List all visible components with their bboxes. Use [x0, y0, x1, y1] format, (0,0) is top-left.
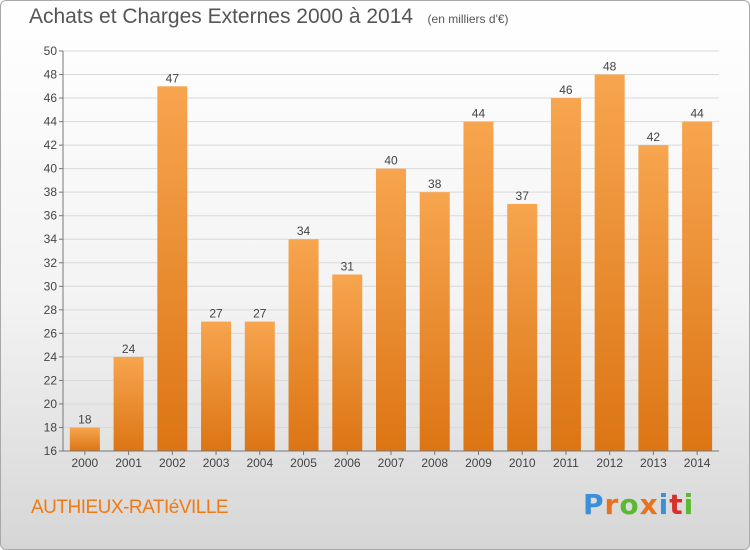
x-axis: 2000 2001 2002 2003 2004 2005 2006 2007 2008 2009…: [63, 450, 719, 470]
x-tick-label: 2000: [72, 456, 99, 470]
commune-name: AUTHIEUX-RATIéVILLE: [31, 497, 229, 518]
logo-letter: i: [683, 488, 695, 521]
bar: [157, 86, 188, 451]
x-tick-label: 2011: [553, 456, 579, 470]
bar: [288, 239, 319, 451]
chart-header: Achats et Charges Externes 2000 à 2014 (…: [29, 5, 509, 29]
proxiti-logo[interactable]: Proxiti: [583, 488, 694, 521]
y-tick-label: 26: [44, 326, 58, 340]
bar: [244, 321, 275, 451]
logo-letter: o: [619, 488, 640, 521]
x-tick-label: 2007: [378, 456, 405, 470]
chart-unit: (en milliers d'€): [427, 12, 509, 26]
x-tick-label: 2003: [203, 456, 230, 470]
bar: [201, 321, 232, 451]
value-labels: 18 24 47 27 27 34 31 40 38 44 37 46 48 42 44: [78, 60, 704, 427]
y-tick-label: 16: [44, 444, 58, 458]
bar-value-label: 31: [341, 260, 355, 274]
x-tick-label: 2006: [334, 456, 361, 470]
bar-value-label: 40: [384, 154, 398, 168]
bar-value-label: 42: [647, 130, 661, 144]
y-tick-label: 42: [44, 138, 58, 152]
bars: [69, 74, 713, 452]
x-tick-label: 2008: [421, 456, 448, 470]
bar-value-label: 37: [516, 189, 530, 203]
y-tick-label: 22: [44, 373, 58, 387]
bar: [463, 121, 494, 452]
x-tick-label: 2002: [159, 456, 186, 470]
bar: [376, 168, 406, 451]
x-tick-label: 2004: [246, 456, 273, 470]
bar: [550, 98, 581, 451]
y-tick-label: 20: [44, 397, 58, 411]
y-tick-label: 24: [44, 350, 58, 364]
x-tick-label: 2012: [596, 456, 623, 470]
x-tick-label: 2005: [290, 456, 317, 470]
logo-letter: P: [583, 488, 605, 521]
bar: [682, 121, 713, 452]
bar: [594, 74, 625, 451]
logo-letter: i: [658, 488, 670, 521]
bar-value-label: 47: [166, 71, 180, 85]
logo-letter: t: [669, 488, 684, 521]
x-tick-label: 2010: [509, 456, 536, 470]
bar-value-label: 24: [122, 342, 136, 356]
y-tick-label: 48: [44, 68, 58, 82]
bar-value-label: 44: [472, 107, 486, 121]
bar-value-label: 27: [209, 307, 223, 321]
bar-value-label: 38: [428, 177, 442, 191]
y-tick-label: 36: [44, 209, 58, 223]
bar: [69, 427, 100, 451]
bar-value-label: 34: [297, 224, 311, 238]
chart-title: Achats et Charges Externes 2000 à 2014: [29, 5, 414, 28]
bar-value-label: 46: [559, 83, 573, 97]
y-tick-label: 50: [44, 44, 58, 58]
x-tick-label: 2001: [115, 456, 142, 470]
y-tick-label: 40: [44, 162, 58, 176]
y-tick-label: 34: [44, 232, 58, 246]
y-tick-label: 18: [44, 420, 58, 434]
bar: [332, 274, 363, 451]
y-tick-label: 38: [44, 185, 58, 199]
logo-letter: x: [639, 488, 659, 521]
x-tick-label: 2009: [465, 456, 492, 470]
bar: [507, 203, 538, 451]
y-axis: 16 18 20 22 24 26 28 30 32 34 36 38 40 42 44 46 48 50: [44, 44, 64, 458]
x-tick-label: 2013: [640, 456, 667, 470]
y-tick-label: 28: [44, 303, 58, 317]
bar: [419, 192, 450, 452]
bar-value-label: 44: [690, 107, 704, 121]
bar-value-label: 27: [253, 307, 267, 321]
x-tick-label: 2014: [684, 456, 711, 470]
y-tick-label: 32: [44, 256, 58, 270]
y-tick-label: 44: [44, 115, 58, 129]
y-tick-label: 46: [44, 91, 58, 105]
y-tick-label: 30: [44, 279, 58, 293]
bar-value-label: 48: [603, 60, 617, 74]
bar: [113, 356, 144, 451]
bar: [638, 145, 669, 451]
bar-value-label: 18: [78, 412, 92, 426]
logo-letter: r: [604, 488, 620, 521]
